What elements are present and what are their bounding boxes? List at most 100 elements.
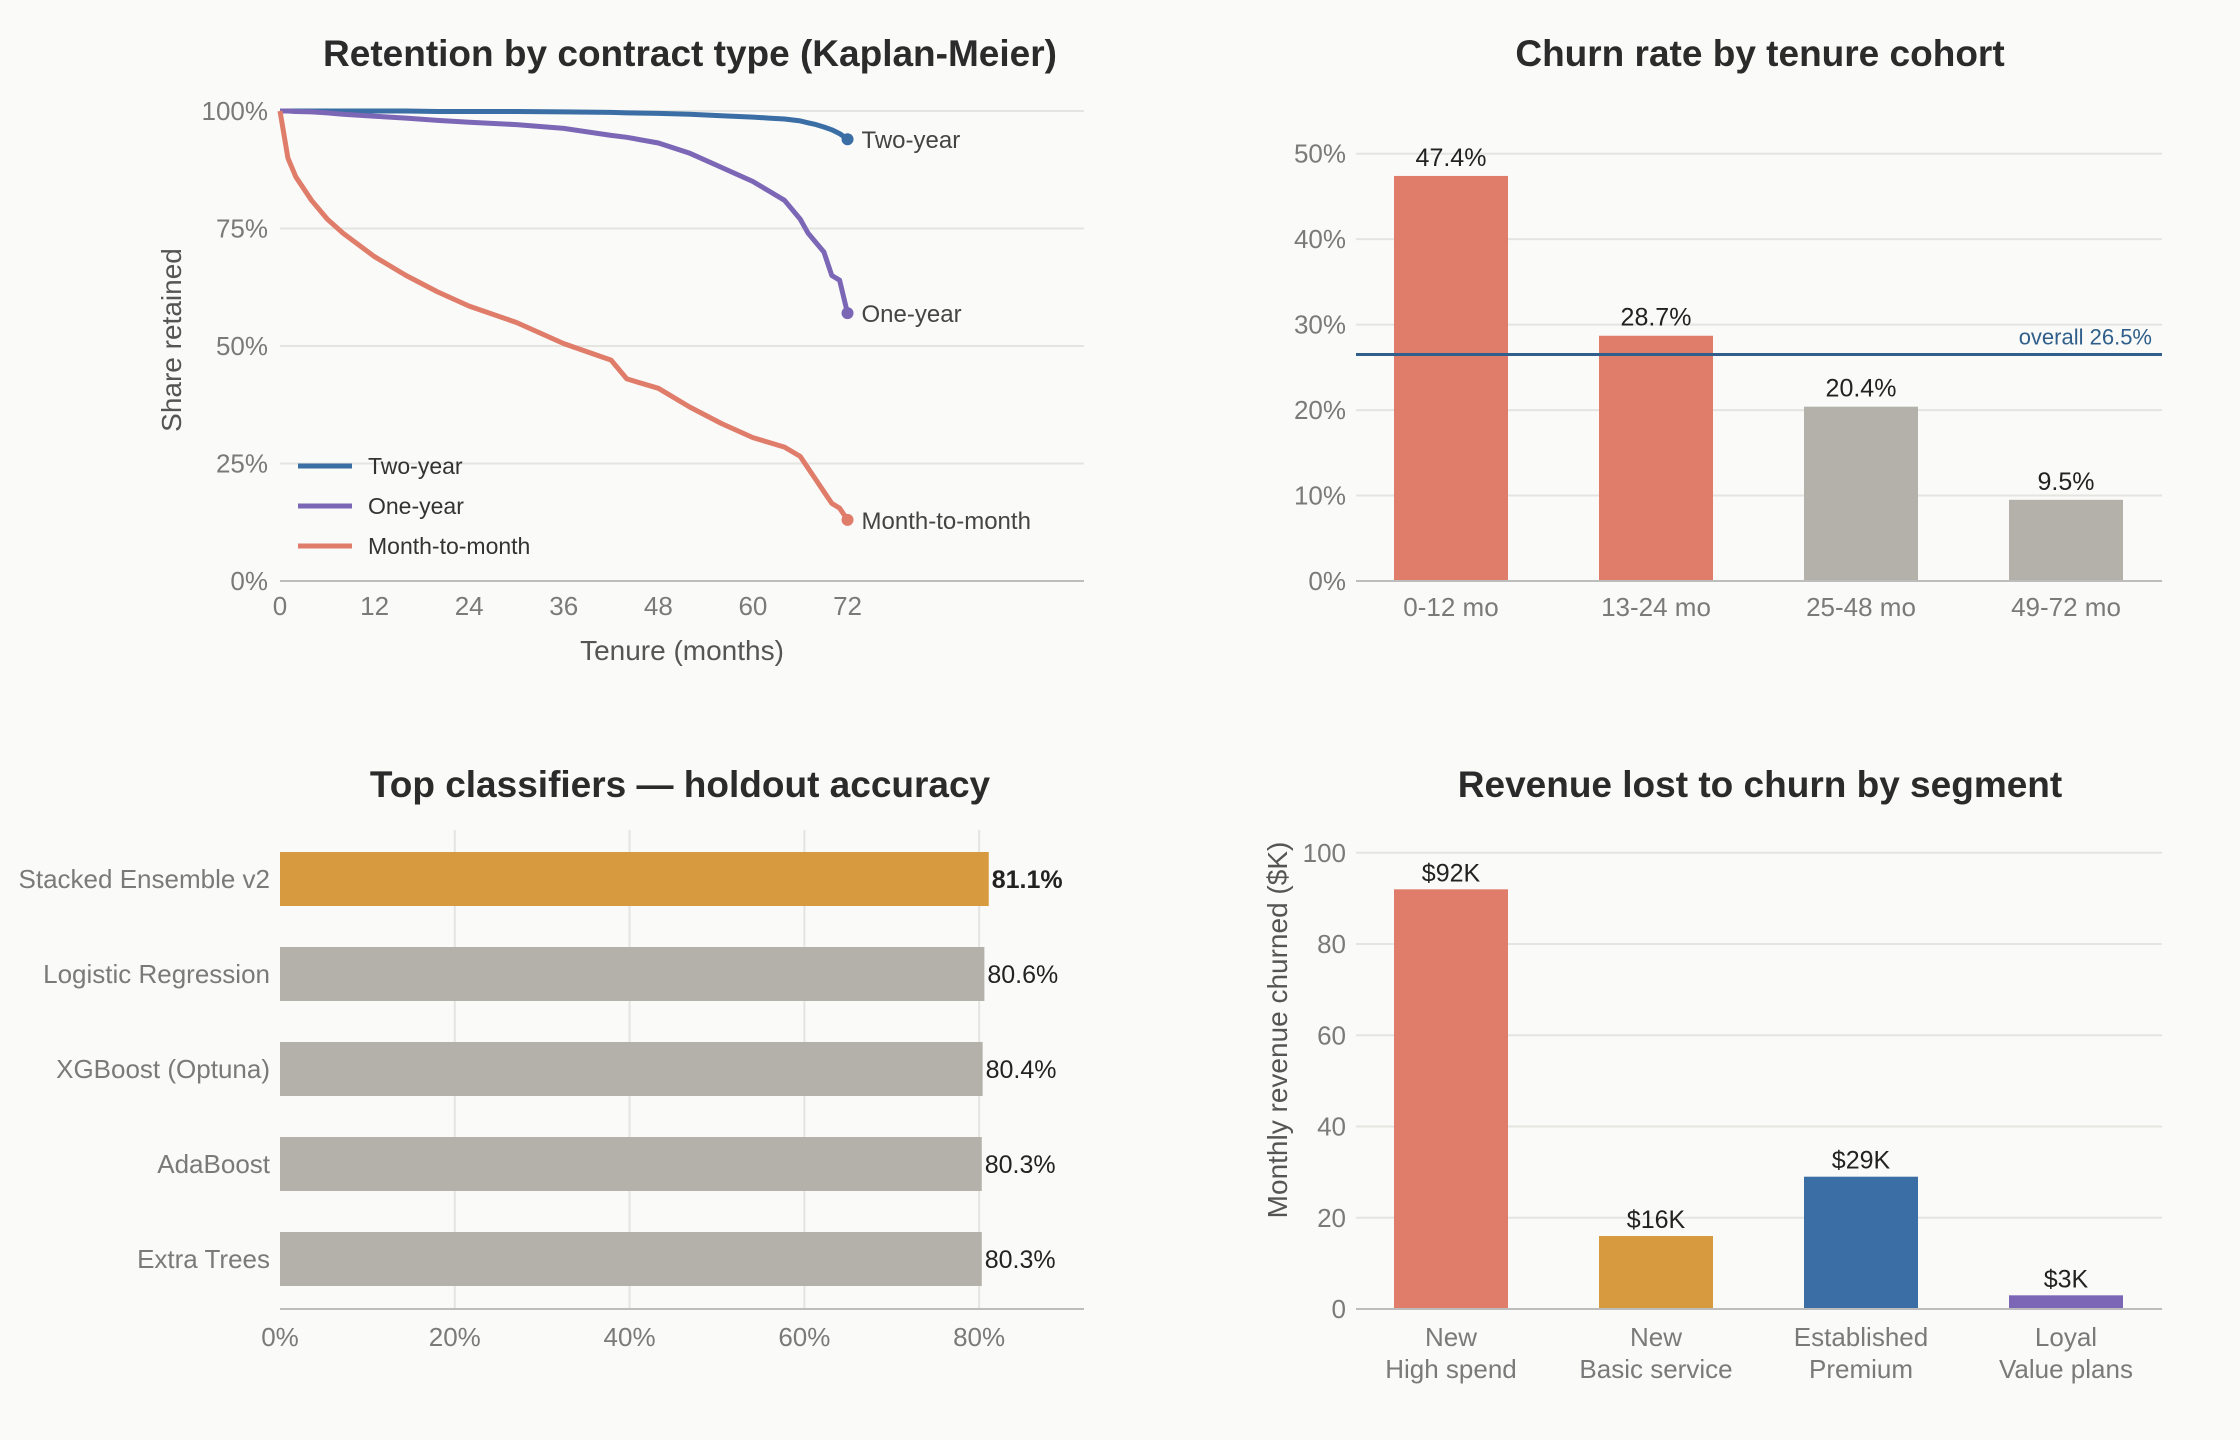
revenue-bar-new-basic-service	[1599, 1236, 1713, 1309]
churn-rate-y-tick-label: 30%	[1294, 310, 1346, 340]
retention-end-marker-month-to-month	[841, 513, 854, 526]
retention-x-tick-label: 48	[644, 591, 673, 621]
classifier-accuracy-chart: Top classifiers — holdout accuracy 0% 20%…	[19, 764, 1084, 1352]
churn-rate-y-tick-label: 40%	[1294, 224, 1346, 254]
churn-rate-x-tick-label: 0-12 mo	[1403, 592, 1498, 622]
retention-x-ticks: 0 12 24 36 48 60 72	[273, 591, 862, 621]
classifier-x-tick-label: 60%	[778, 1322, 830, 1352]
revenue-x-tick-sublabel: Basic service	[1579, 1354, 1732, 1384]
retention-x-axis-label: Tenure (months)	[580, 635, 784, 666]
classifier-y-tick-label: AdaBoost	[157, 1149, 271, 1179]
revenue-y-tick-label: 100	[1303, 838, 1346, 868]
churn-rate-bar-0-12-mo	[1394, 175, 1508, 582]
revenue-y-tick-label: 60	[1317, 1020, 1346, 1050]
retention-y-tick-label: 0%	[230, 566, 268, 596]
revenue-value-label: $29K	[1832, 1147, 1891, 1175]
classifier-value-label: 80.4%	[986, 1056, 1057, 1084]
retention-y-tick-label: 75%	[216, 214, 268, 244]
churn-rate-value-label: 20.4%	[1826, 375, 1897, 403]
churn-rate-y-tick-label: 50%	[1294, 139, 1346, 169]
retention-y-tick-label: 100%	[202, 96, 269, 126]
churn-rate-y-tick-label: 10%	[1294, 481, 1346, 511]
revenue-x-tick-sublabel: Premium	[1809, 1354, 1913, 1384]
retention-end-marker-two-year	[841, 133, 854, 146]
revenue-x-tick-label: Loyal	[2035, 1322, 2097, 1352]
revenue-y-axis-label: Monthly revenue churned ($K)	[1262, 842, 1293, 1219]
revenue-value-label: $16K	[1627, 1206, 1686, 1234]
churn-rate-value-label: 9.5%	[2038, 468, 2095, 496]
retention-chart: Retention by contract type (Kaplan-Meier…	[156, 33, 1084, 666]
revenue-bar-loyal-value-plans	[2009, 1295, 2123, 1309]
churn-rate-bar-13-24-mo	[1599, 335, 1713, 581]
classifier-y-tick-label: Stacked Ensemble v2	[19, 864, 270, 894]
revenue-bar-new-high-spend	[1394, 889, 1508, 1309]
classifier-value-label: 80.3%	[985, 1151, 1056, 1179]
classifier-bar-adaboost	[280, 1137, 982, 1191]
classifier-y-tick-label: Extra Trees	[137, 1244, 270, 1274]
revenue-value-label: $3K	[2044, 1265, 2089, 1293]
revenue-x-tick-label: New	[1425, 1322, 1477, 1352]
churn-rate-x-tick-label: 25-48 mo	[1806, 592, 1916, 622]
churn-rate-reference: overall 26.5%	[1356, 325, 2162, 357]
revenue-value-label: $92K	[1422, 859, 1481, 887]
revenue-lost-chart: Revenue lost to churn by segment 0 20 40 60…	[1262, 764, 2162, 1384]
revenue-y-tick-label: 80	[1317, 929, 1346, 959]
revenue-x-tick-sublabel: Value plans	[1999, 1354, 2133, 1384]
classifier-bar-logistic-regression	[280, 947, 985, 1001]
classifier-bar-xgboost-optuna	[280, 1042, 983, 1096]
revenue-bar-established-premium	[1804, 1176, 1918, 1309]
retention-end-label-month-to-month: Month-to-month	[862, 508, 1031, 535]
churn-rate-value-label: 28.7%	[1621, 304, 1692, 332]
classifier-y-tick-label: XGBoost (Optuna)	[56, 1054, 270, 1084]
classifier-x-tick-label: 40%	[604, 1322, 656, 1352]
classifier-bar-stacked-ensemble-v2	[280, 852, 989, 906]
classifier-x-tick-label: 80%	[953, 1322, 1005, 1352]
revenue-y-tick-label: 0	[1332, 1294, 1346, 1324]
retention-y-ticks: 0% 25% 50% 75% 100%	[202, 96, 269, 596]
retention-gridlines	[280, 110, 1084, 465]
legend-label-month-to-month: Month-to-month	[368, 533, 530, 559]
revenue-y-tick-label: 40	[1317, 1112, 1346, 1142]
retention-end-label-two-year: Two-year	[862, 127, 961, 154]
churn-rate-overall-label: overall 26.5%	[2019, 325, 2152, 350]
retention-end-label-one-year: One-year	[862, 301, 962, 328]
churn-rate-bar-49-72-mo	[2009, 499, 2123, 581]
retention-y-tick-label: 25%	[216, 449, 268, 479]
legend-label-one-year: One-year	[368, 493, 464, 519]
legend-label-two-year: Two-year	[368, 453, 463, 479]
churn-rate-bar-25-48-mo	[1804, 406, 1918, 581]
retention-x-tick-label: 0	[273, 591, 287, 621]
revenue-x-tick-sublabel: High spend	[1385, 1354, 1517, 1384]
revenue-x-tick-label: Established	[1794, 1322, 1928, 1352]
retention-legend: Two-year One-year Month-to-month	[298, 453, 530, 559]
revenue-y-ticks: 0 20 40 60 80 100	[1303, 838, 1346, 1324]
retention-x-tick-label: 60	[738, 591, 767, 621]
churn-rate-value-label: 47.4%	[1416, 144, 1487, 172]
churn-rate-chart: Churn rate by tenure cohort 0% 10% 20% 30% 4…	[1294, 33, 2162, 622]
churn-rate-y-ticks: 0% 10% 20% 30% 40% 50%	[1294, 139, 1346, 596]
classifier-value-label: 81.1%	[992, 866, 1063, 894]
retention-line-month-to-month	[277, 110, 850, 522]
churn-rate-chart-title: Churn rate by tenure cohort	[1515, 33, 2004, 74]
retention-x-tick-label: 36	[549, 591, 578, 621]
retention-x-tick-label: 72	[833, 591, 862, 621]
classifier-y-tick-label: Logistic Regression	[43, 959, 270, 989]
classifier-bar-extra-trees	[280, 1232, 982, 1286]
classifier-bars: Stacked Ensemble v2 81.1% Logistic Regress…	[19, 852, 1063, 1286]
classifier-x-tick-label: 20%	[429, 1322, 481, 1352]
revenue-y-tick-label: 20	[1317, 1203, 1346, 1233]
classifier-value-label: 80.6%	[987, 961, 1058, 989]
retention-x-tick-label: 12	[360, 591, 389, 621]
churn-rate-x-tick-label: 13-24 mo	[1601, 592, 1711, 622]
retention-y-axis-label: Share retained	[156, 248, 187, 432]
retention-lines: Two-year One-year Month-to-month	[277, 108, 1031, 535]
classifier-value-label: 80.3%	[985, 1246, 1056, 1274]
churn-rate-y-tick-label: 20%	[1294, 395, 1346, 425]
revenue-x-tick-label: New	[1630, 1322, 1682, 1352]
retention-chart-title: Retention by contract type (Kaplan-Meier…	[323, 33, 1057, 74]
churn-rate-y-tick-label: 0%	[1308, 566, 1346, 596]
revenue-lost-chart-title: Revenue lost to churn by segment	[1458, 764, 2062, 805]
retention-end-marker-one-year	[841, 307, 854, 320]
